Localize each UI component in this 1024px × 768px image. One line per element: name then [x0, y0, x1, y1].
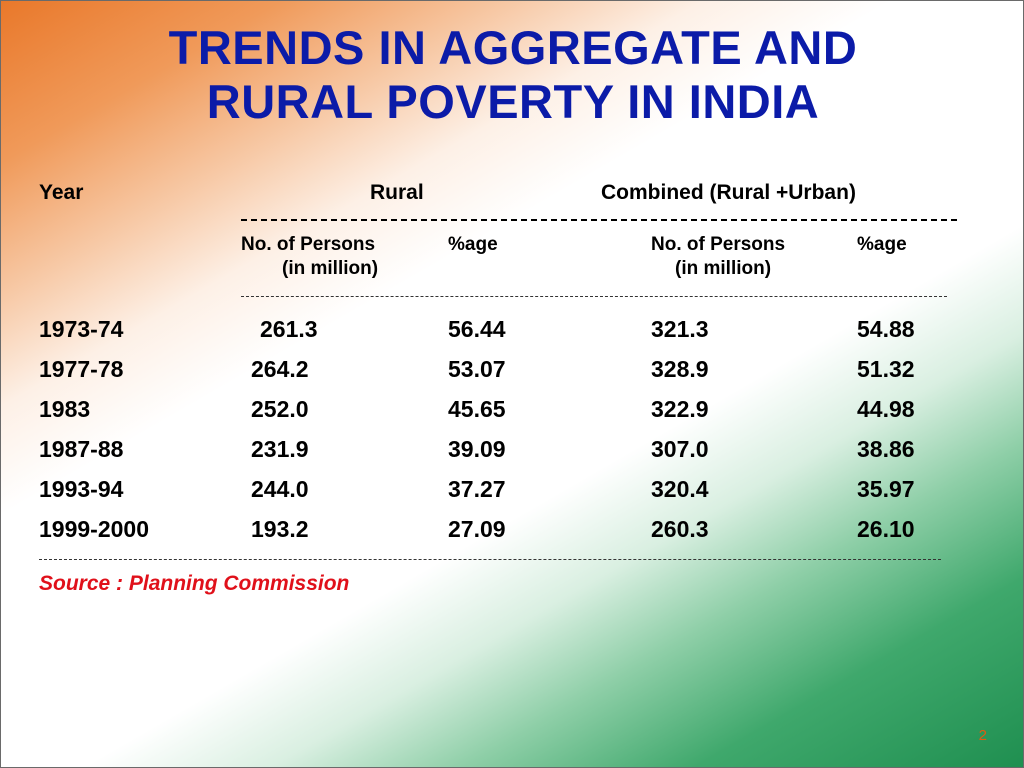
- source-note: Source : Planning Commission: [39, 572, 350, 595]
- row-rural-pct: 56.44: [448, 316, 506, 342]
- subheader-combined-pct: %age: [857, 234, 907, 255]
- row-combined-persons: 260.3: [651, 516, 709, 542]
- row-rural-pct: 27.09: [448, 516, 506, 542]
- subheader-divider: [241, 296, 947, 297]
- header-year: Year: [39, 181, 84, 204]
- row-combined-persons: 307.0: [651, 436, 709, 462]
- title-line-1: TRENDS IN AGGREGATE AND: [168, 21, 858, 74]
- row-combined-persons: 322.9: [651, 396, 709, 422]
- row-year: 1999-2000: [39, 516, 149, 542]
- subheader-combined-persons: No. of Persons: [651, 234, 786, 255]
- row-rural-pct: 53.07: [448, 356, 506, 382]
- row-combined-pct: 54.88: [857, 316, 915, 342]
- subheader-combined-persons-unit: (in million): [675, 258, 772, 279]
- row-combined-pct: 38.86: [857, 436, 915, 462]
- title-line-2: RURAL POVERTY IN INDIA: [206, 75, 820, 128]
- header-combined: Combined (Rural +Urban): [601, 181, 856, 204]
- row-combined-pct: 44.98: [857, 396, 915, 422]
- row-rural-persons: 193.2: [251, 516, 309, 542]
- row-rural-persons: 261.3: [260, 316, 318, 342]
- row-year: 1993-94: [39, 476, 124, 502]
- row-rural-pct: 37.27: [448, 476, 506, 502]
- row-year: 1987-88: [39, 436, 124, 462]
- table-footer-divider: [39, 559, 941, 560]
- row-year: 1983: [39, 396, 91, 422]
- row-combined-pct: 26.10: [857, 516, 915, 542]
- subheader-rural-persons: No. of Persons: [241, 234, 376, 255]
- row-rural-pct: 39.09: [448, 436, 506, 462]
- subheader-rural-persons-unit: (in million): [282, 258, 379, 279]
- row-combined-persons: 320.4: [651, 476, 709, 502]
- row-combined-pct: 51.32: [857, 356, 915, 382]
- row-rural-persons: 264.2: [251, 356, 309, 382]
- page-number: 2: [978, 727, 987, 744]
- slide-title: TRENDS IN AGGREGATE AND RURAL POVERTY IN…: [1, 21, 1024, 129]
- row-combined-persons: 321.3: [651, 316, 709, 342]
- subheader-rural-pct: %age: [448, 234, 498, 255]
- header-rural: Rural: [370, 181, 424, 204]
- row-rural-persons: 231.9: [251, 436, 309, 462]
- row-rural-persons: 252.0: [251, 396, 309, 422]
- header-divider: [241, 219, 957, 221]
- row-year: 1977-78: [39, 356, 124, 382]
- row-combined-persons: 328.9: [651, 356, 709, 382]
- row-rural-persons: 244.0: [251, 476, 309, 502]
- row-rural-pct: 45.65: [448, 396, 506, 422]
- row-combined-pct: 35.97: [857, 476, 915, 502]
- row-year: 1973-74: [39, 316, 124, 342]
